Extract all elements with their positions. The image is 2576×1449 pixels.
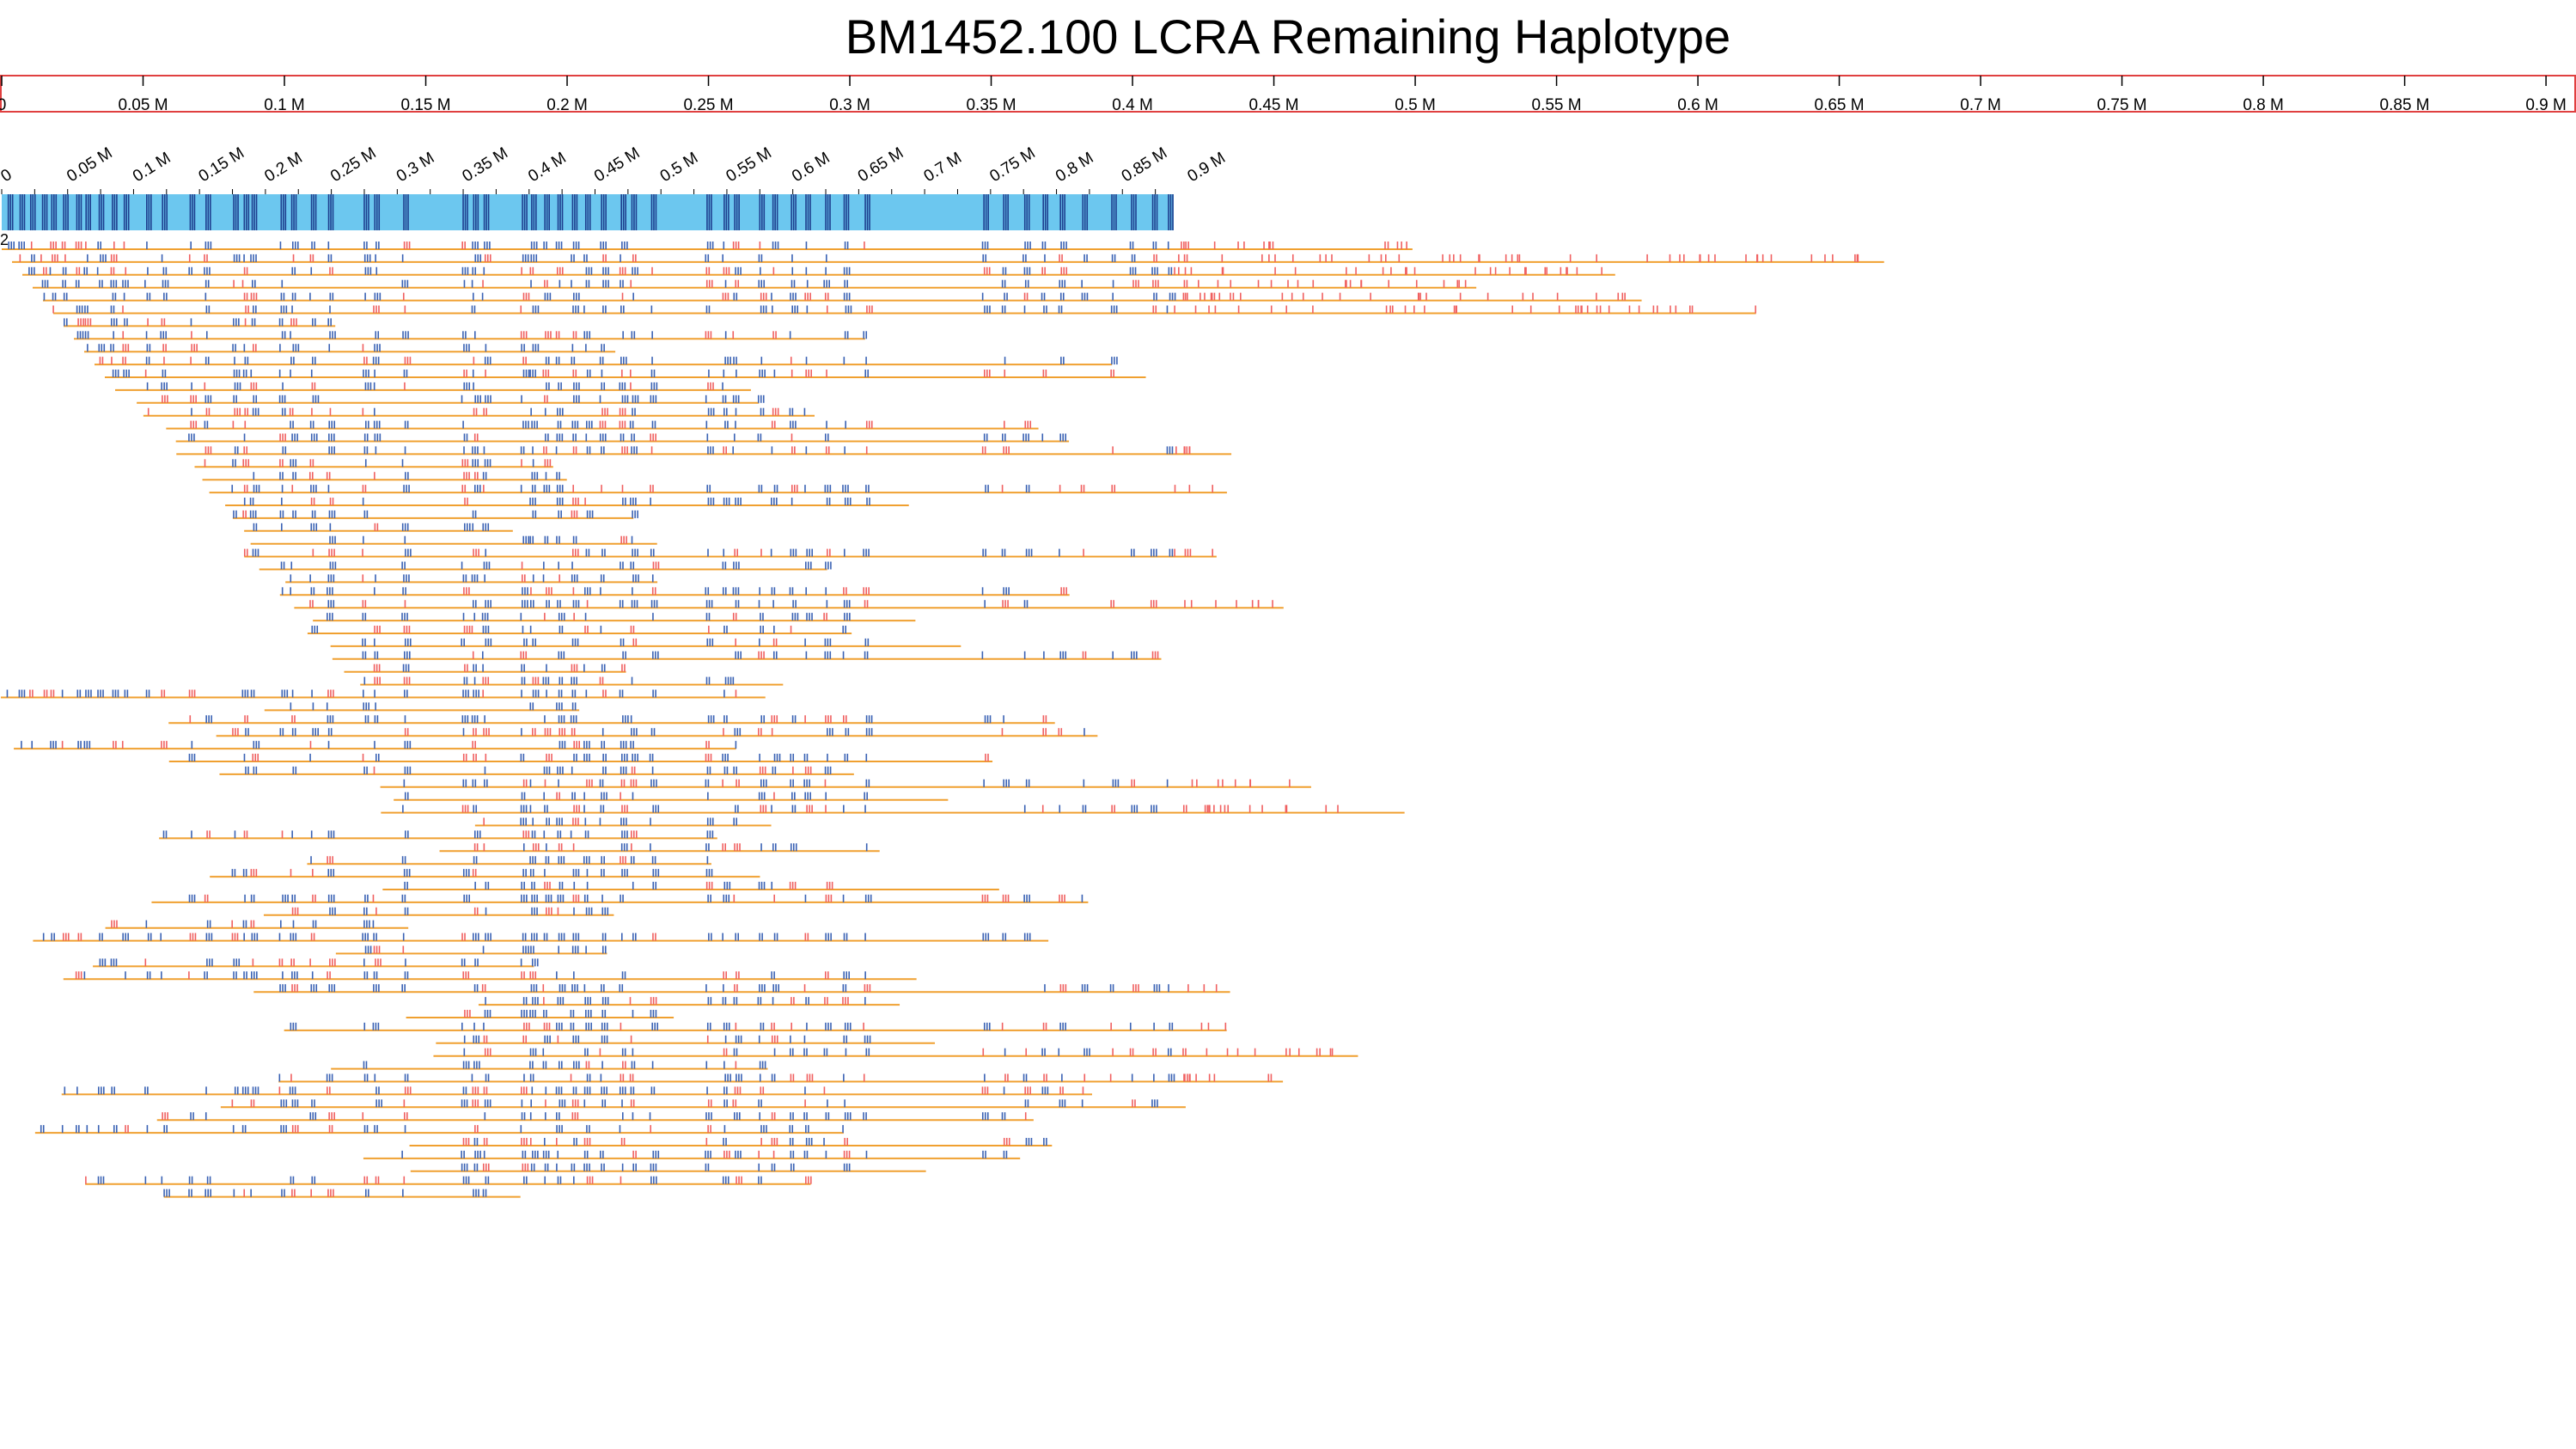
haplotype-axis-tick-label: 0.7 M (921, 149, 965, 186)
top-axis-tick-label: 0.7 M (1960, 96, 2001, 114)
aligned-reads (0, 242, 1884, 1198)
top-axis-frame (0, 75, 2576, 113)
top-axis-tick-label: 0.85 M (2380, 96, 2430, 114)
haplotype-axis-tick-label: 0.35 M (460, 144, 511, 186)
haplotype-axis-tick-label: 0.85 M (1119, 144, 1170, 186)
top-axis-tick-label: 0.4 M (1112, 96, 1153, 114)
top-scale-axis: 0 0.05 M 0.1 M 0.15 M 0.2 M 0.25 M 0.3 M 0.35 M… (0, 75, 2576, 114)
top-axis-tick-label: 0.3 M (829, 96, 870, 114)
top-axis-tick-label: 0.75 M (2097, 96, 2147, 114)
haplotype-axis-tick-label: 0.45 M (591, 144, 643, 186)
haplotype-axis-tick-label: 0.55 M (723, 144, 774, 186)
contig-id-label: 2 (0, 231, 9, 248)
top-axis-tick-label: 0.65 M (1815, 96, 1865, 114)
top-axis-tick-label: 0.15 M (400, 96, 450, 114)
top-axis-tick-label: 0 (0, 96, 6, 114)
haplotype-axis-tick-label: 0.65 M (855, 144, 906, 186)
chart-title: BM1452.100 LCRA Remaining Haplotype (845, 9, 1731, 64)
top-axis-tick-label: 0.35 M (966, 96, 1016, 114)
haplotype-axis-tick-label: 0.15 M (196, 144, 247, 186)
haplotype-axis-tick-label: 0.75 M (986, 144, 1038, 186)
haplotype-axis-tick-label: 0 (0, 166, 15, 186)
top-axis-tick-label: 0.05 M (118, 96, 168, 114)
haplotype-axis-tick-label: 0.2 M (261, 149, 305, 186)
haplotype-axis-tick-label: 0.25 M (327, 144, 379, 186)
top-axis-tick-label: 0.25 M (683, 96, 733, 114)
haplotype-axis-tick-label: 0.9 M (1185, 149, 1229, 186)
haplotype-axis-tick-label: 0.8 M (1053, 149, 1096, 186)
haplotype-axis-tick-label: 0.3 M (394, 149, 437, 186)
top-axis-tick-label: 0.55 M (1532, 96, 1582, 114)
haplotype-scale-axis: 0 0.05 M 0.1 M 0.15 M 0.2 M 0.25 M 0.3 M 0.35 M… (0, 144, 1229, 186)
top-axis-tick-label: 0.6 M (1677, 96, 1718, 114)
top-axis-tick-label: 0.8 M (2243, 96, 2284, 114)
haplotype-axis-tick-label: 0.4 M (525, 149, 569, 186)
haplotype-axis-tick-label: 0.05 M (64, 144, 115, 186)
top-axis-tick-label: 0.45 M (1249, 96, 1299, 114)
top-axis-tick-label: 0.9 M (2525, 96, 2567, 114)
top-axis-tick-label: 0.1 M (264, 96, 305, 114)
haplotype-axis-tick-label: 0.1 M (130, 149, 174, 186)
top-axis-tick-label: 0.2 M (546, 96, 588, 114)
haplotype-axis-tick-label: 0.6 M (789, 149, 833, 186)
haplotype-contig-track: 2 (0, 189, 1174, 248)
top-axis-tick-label: 0.5 M (1395, 96, 1436, 114)
haplotype-axis-tick-label: 0.5 M (657, 149, 701, 186)
